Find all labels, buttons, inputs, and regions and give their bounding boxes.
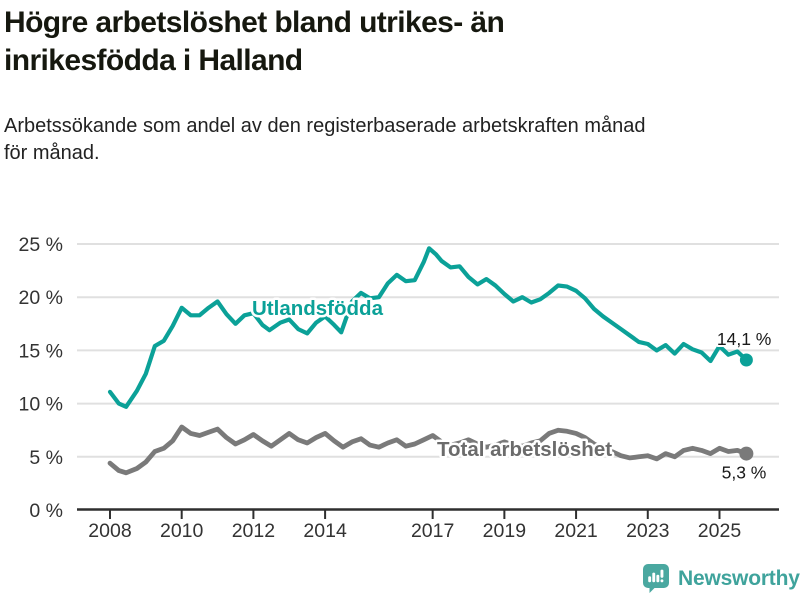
- title-line-2: inrikesfödda i Halland: [4, 44, 303, 77]
- y-tick-label-15: 15 %: [19, 340, 63, 362]
- end-label-total: 5,3 %: [722, 463, 767, 483]
- y-tick-label-10: 10 %: [19, 394, 63, 416]
- series-line-total: [107, 424, 749, 476]
- chart-subtitle: Arbetssökande som andel av den registerb…: [4, 113, 646, 167]
- newsworthy-bar-chart-icon: [643, 564, 669, 593]
- end-label-utlandsfodda: 14,1 %: [717, 329, 771, 349]
- x-tick-label-2014: 2014: [303, 520, 347, 542]
- y-tick-label-0: 0 %: [29, 500, 63, 522]
- newsworthy-wordmark: Newsworthy: [678, 566, 800, 590]
- axis-tick-labels: 2008 2010 2012 2014 2017 2019 2021 2023 2025 0 % 5…: [19, 234, 742, 542]
- x-tick-label-2008: 2008: [88, 520, 131, 542]
- page-title: Högre arbetslöshet bland utrikes- än inr…: [4, 4, 505, 80]
- x-tick-label-2023: 2023: [626, 520, 669, 542]
- x-tick-label-2010: 2010: [160, 520, 204, 542]
- y-tick-label-25: 25 %: [19, 234, 63, 256]
- x-tick-label-2021: 2021: [554, 520, 597, 542]
- x-axis: [77, 508, 779, 519]
- subtitle-line-2: för månad.: [4, 142, 100, 164]
- series-lines: [107, 246, 754, 476]
- series-label-utlandsfodda: Utlandsfödda: [252, 297, 384, 320]
- end-value-labels: 14,1 % 5,3 %: [715, 327, 773, 485]
- x-tick-label-2017: 2017: [411, 520, 454, 542]
- y-tick-label-5: 5 %: [29, 447, 63, 469]
- subtitle-line-1: Arbetssökande som andel av den registerb…: [4, 115, 646, 137]
- series-labels: Utlandsfödda Total arbetslöshet: [250, 295, 615, 464]
- x-tick-label-2019: 2019: [483, 520, 526, 542]
- title-line-1: Högre arbetslöshet bland utrikes- än: [4, 6, 505, 39]
- y-tick-label-20: 20 %: [19, 287, 63, 309]
- series-end-dot-total: [739, 446, 754, 461]
- x-tick-label-2025: 2025: [698, 520, 742, 542]
- x-tick-label-2012: 2012: [232, 520, 275, 542]
- series-line-utlandsfodda: [107, 246, 749, 409]
- series-end-dot-utlandsfodda: [739, 353, 753, 367]
- newsworthy-logo: Newsworthy: [643, 564, 800, 593]
- series-label-total: Total arbetslöshet: [437, 438, 612, 461]
